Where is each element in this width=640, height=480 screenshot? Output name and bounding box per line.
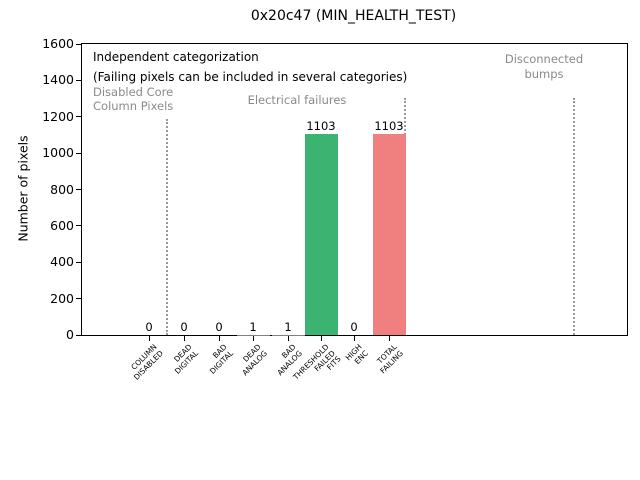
bar-value-label: 1 (284, 319, 292, 334)
bar-value-label: 0 (350, 320, 358, 334)
note-annotation: Independent categorization (Failing pixe… (93, 47, 407, 87)
y-tick-mark (76, 189, 81, 190)
x-tick-mark (287, 336, 289, 341)
y-tick-mark (76, 152, 81, 154)
section-divider-line (573, 98, 575, 335)
plot-area: Independent categorization (Failing pixe… (42, 36, 628, 381)
bar-value-label: 0 (215, 320, 223, 334)
y-tick-mark (76, 334, 81, 336)
section-label-electrical-failures: Electrical failures (247, 93, 347, 107)
y-tick-label: 1400 (42, 72, 74, 88)
bar-value-label: 1 (249, 319, 257, 334)
y-tick-label: 200 (50, 290, 74, 306)
y-tick-mark (76, 116, 81, 118)
y-tick-label: 600 (50, 217, 74, 233)
y-tick-mark (76, 43, 81, 45)
bar (304, 134, 338, 335)
x-tick-mark (148, 336, 150, 341)
section-label-disconnected-bumps: Disconnected bumps (504, 52, 584, 81)
y-tick-label: 0 (66, 327, 74, 342)
y-tick-mark (76, 298, 81, 300)
x-tick-mark (353, 336, 355, 341)
y-tick-label: 400 (50, 254, 74, 270)
section-divider-line (165, 119, 168, 335)
note-line-1: Independent categorization (93, 50, 259, 64)
bar-value-label: 0 (145, 320, 153, 334)
x-tick-mark (252, 336, 254, 341)
x-tick-mark (218, 336, 220, 341)
bar-value-label: 1103 (374, 119, 404, 134)
x-tick-mark (320, 336, 322, 341)
y-tick-mark (76, 79, 81, 81)
note-line-2: (Failing pixels can be included in sever… (93, 70, 408, 84)
y-tick-mark (76, 261, 81, 263)
x-tick-mark (388, 336, 390, 341)
y-tick-label: 1200 (42, 108, 74, 124)
y-tick-mark (76, 225, 81, 227)
chart-title: 0x20c47 (MIN_HEALTH_TEST) (250, 8, 457, 24)
bar-value-label: 0 (180, 320, 188, 334)
y-tick-label: 1000 (42, 145, 74, 161)
section-label-disabled-core-column-pixels: Disabled Core Column Pixels (93, 85, 174, 113)
bar (372, 134, 406, 335)
bar-value-label: 1103 (306, 119, 336, 134)
y-tick-label: 800 (50, 181, 74, 197)
x-tick-mark (183, 336, 185, 341)
y-tick-label: 1600 (42, 36, 74, 51)
